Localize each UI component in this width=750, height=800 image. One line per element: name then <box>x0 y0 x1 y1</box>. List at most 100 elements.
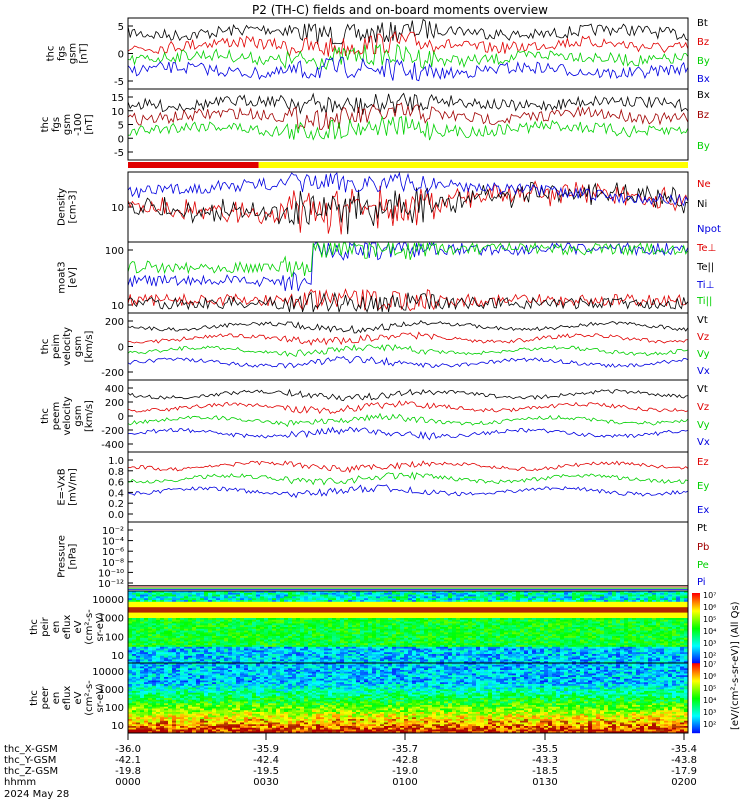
heatmap-cell <box>268 607 273 610</box>
heatmap-cell <box>240 594 245 597</box>
heatmap-cell <box>252 591 257 594</box>
heatmap-cell <box>156 648 161 651</box>
heatmap-cell <box>208 598 213 601</box>
heatmap-cell <box>348 646 353 649</box>
heatmap-cell <box>208 637 213 640</box>
heatmap-cell <box>268 661 273 664</box>
heatmap-cell <box>236 612 241 615</box>
heatmap-cell <box>312 623 317 626</box>
heatmap-cell <box>148 621 153 624</box>
heatmap-cell <box>328 594 333 597</box>
heatmap-cell <box>324 652 329 655</box>
heatmap-cell <box>256 641 261 644</box>
heatmap-cell <box>232 634 237 637</box>
heatmap-cell <box>280 621 285 624</box>
y-tick-label: -200 <box>101 426 124 437</box>
heatmap-cell <box>268 619 273 622</box>
heatmap-cell <box>160 607 165 610</box>
heatmap-cell <box>196 619 201 622</box>
heatmap-cell <box>132 645 137 648</box>
heatmap-cell <box>280 652 285 655</box>
heatmap-cell <box>244 612 249 615</box>
heatmap-cell <box>228 609 233 612</box>
heatmap-cell <box>252 598 257 601</box>
heatmap-cell <box>272 601 277 604</box>
heatmap-cell <box>132 596 137 599</box>
heatmap-cell <box>148 645 153 648</box>
heatmap-cell <box>348 625 353 628</box>
heatmap-cell <box>172 616 177 619</box>
heatmap-cell <box>300 623 305 626</box>
heatmap-cell <box>204 652 209 655</box>
heatmap-cell <box>224 646 229 649</box>
heatmap-cell <box>272 650 277 653</box>
heatmap-cell <box>284 659 289 662</box>
heatmap-cell <box>352 612 357 615</box>
heatmap-cell <box>268 603 273 606</box>
heatmap-cell <box>244 598 249 601</box>
heatmap-cell <box>132 627 137 630</box>
heatmap-cell <box>132 646 137 649</box>
heatmap-cell <box>312 621 317 624</box>
heatmap-cell <box>244 636 249 639</box>
heatmap-cell <box>248 612 253 615</box>
heatmap-cell <box>144 619 149 622</box>
heatmap-cell <box>316 592 321 595</box>
heatmap-cell <box>296 618 301 621</box>
heatmap-cell <box>352 618 357 621</box>
heatmap-cell <box>268 643 273 646</box>
heatmap-cell <box>220 639 225 642</box>
heatmap-cell <box>140 634 145 637</box>
heatmap-cell <box>304 648 309 651</box>
heatmap-cell <box>152 598 157 601</box>
heatmap-cell <box>216 619 221 622</box>
heatmap-cell <box>252 657 257 660</box>
heatmap-cell <box>324 659 329 662</box>
heatmap-cell <box>344 654 349 657</box>
heatmap-cell <box>304 646 309 649</box>
heatmap-cell <box>312 657 317 660</box>
heatmap-cell <box>316 650 321 653</box>
heatmap-cell <box>332 627 337 630</box>
heatmap-cell <box>272 659 277 662</box>
heatmap-cell <box>180 659 185 662</box>
heatmap-cell <box>188 627 193 630</box>
heatmap-cell <box>320 612 325 615</box>
heatmap-cell <box>272 610 277 613</box>
heatmap-cell <box>156 636 161 639</box>
heatmap-cell <box>332 614 337 617</box>
heatmap-cell <box>176 646 181 649</box>
heatmap-cell <box>168 628 173 631</box>
heatmap-cell <box>176 605 181 608</box>
heatmap-cell <box>316 657 321 660</box>
heatmap-cell <box>152 607 157 610</box>
heatmap-cell <box>220 634 225 637</box>
heatmap-cell <box>272 623 277 626</box>
heatmap-cell <box>208 655 213 658</box>
heatmap-cell <box>296 598 301 601</box>
heatmap-cell <box>240 598 245 601</box>
heatmap-cell <box>184 614 189 617</box>
heatmap-cell <box>148 641 153 644</box>
heatmap-cell <box>292 650 297 653</box>
heatmap-cell <box>268 616 273 619</box>
heatmap-cell <box>172 603 177 606</box>
heatmap-cell <box>316 637 321 640</box>
heatmap-cell <box>344 627 349 630</box>
heatmap-cell <box>180 623 185 626</box>
heatmap-cell <box>252 654 257 657</box>
heatmap-cell <box>156 600 161 603</box>
heatmap-cell <box>248 601 253 604</box>
heatmap-cell <box>312 636 317 639</box>
heatmap-cell <box>300 610 305 613</box>
heatmap-cell <box>324 661 329 664</box>
heatmap-cell <box>136 643 141 646</box>
heatmap-cell <box>320 639 325 642</box>
heatmap-cell <box>288 591 293 594</box>
heatmap-cell <box>176 623 181 626</box>
heatmap-cell <box>204 643 209 646</box>
heatmap-cell <box>128 607 133 610</box>
heatmap-cell <box>344 639 349 642</box>
heatmap-cell <box>356 596 361 599</box>
heatmap-cell <box>168 612 173 615</box>
